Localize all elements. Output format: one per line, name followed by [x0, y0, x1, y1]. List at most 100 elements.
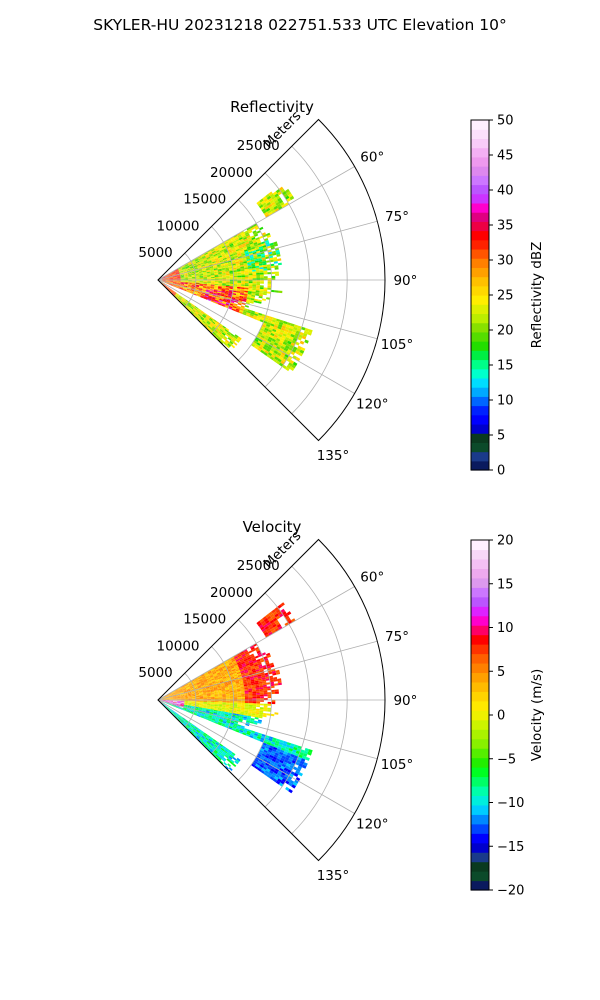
field-cell: [202, 689, 207, 692]
colorbar-swatch: [471, 221, 489, 232]
field-cell: [224, 305, 229, 309]
field-cell: [191, 283, 196, 284]
field-cell: [249, 653, 254, 657]
field-cell: [248, 650, 253, 654]
field-cell: [239, 714, 244, 717]
field-cell: [248, 283, 253, 285]
field-cell: [226, 255, 230, 258]
field-cell: [269, 257, 274, 261]
field-cell: [188, 682, 192, 685]
field-cell: [165, 276, 169, 278]
field-cell: [254, 678, 259, 682]
field-cell: [232, 268, 237, 271]
field-cell: [226, 299, 231, 303]
field-cell: [185, 725, 189, 729]
field-cell: [233, 285, 238, 287]
field-cell: [191, 285, 196, 288]
field-cell: [194, 708, 199, 711]
field-cell: [228, 251, 233, 255]
field-cell: [195, 705, 200, 707]
field-cell: [224, 251, 229, 255]
field-cell: [161, 278, 166, 280]
field-cell: [196, 263, 201, 266]
field-cell: [203, 259, 208, 262]
field-cell: [242, 235, 247, 239]
field-cell: [277, 258, 282, 262]
field-cell: [226, 658, 231, 662]
field-cell: [243, 293, 248, 296]
field-cell: [253, 760, 258, 764]
field-cell: [210, 708, 215, 710]
field-cell: [263, 618, 269, 623]
field-cell: [194, 258, 199, 262]
field-cell: [290, 333, 295, 338]
field-cell: [165, 281, 170, 283]
field-cell: [221, 687, 226, 689]
field-cell: [232, 251, 237, 255]
field-cell: [276, 671, 281, 675]
field-cell: [196, 315, 201, 319]
field-cell: [229, 754, 234, 759]
field-cell: [245, 696, 249, 699]
field-cell: [195, 276, 200, 278]
field-cell: [207, 320, 211, 324]
field-cell: [203, 313, 207, 317]
field-cell: [264, 737, 269, 741]
field-cell: [184, 281, 189, 283]
field-cell: [169, 282, 173, 284]
field-cell: [264, 350, 270, 354]
field-cell: [275, 271, 279, 274]
field-cell: [225, 288, 230, 290]
field-cell: [202, 256, 206, 260]
field-cell: [214, 301, 218, 305]
field-cell: [260, 762, 265, 767]
colorbar-swatch: [471, 387, 489, 397]
field-cell: [212, 740, 217, 744]
field-cell: [196, 682, 201, 685]
field-cell: [184, 701, 189, 703]
field-cell: [223, 298, 228, 301]
field-cell: [264, 674, 269, 678]
field-cell: [270, 263, 275, 267]
field-cell: [290, 743, 295, 747]
field-cell: [240, 287, 245, 290]
field-cell: [254, 260, 259, 263]
field-cell: [225, 290, 229, 293]
field-cell: [236, 684, 240, 687]
field-cell: [203, 681, 208, 684]
field-cell: [250, 655, 255, 659]
field-cell: [272, 611, 278, 616]
field-cell: [263, 204, 268, 209]
field-cell: [256, 650, 261, 654]
field-cell: [266, 713, 271, 716]
field-cell: [260, 276, 264, 279]
field-cell: [265, 207, 271, 212]
field-cell: [223, 259, 228, 262]
field-cell: [169, 289, 173, 293]
field-cell: [184, 301, 188, 305]
field-cell: [278, 356, 284, 361]
field-cell: [263, 692, 268, 695]
field-cell: [250, 732, 255, 735]
field-cell: [237, 674, 242, 678]
reflectivity-field: [160, 186, 313, 372]
field-cell: [231, 308, 236, 312]
field-cell: [265, 199, 270, 204]
field-cell: [217, 268, 222, 271]
field-cell: [235, 296, 240, 299]
field-cell: [197, 676, 202, 679]
field-cell: [202, 691, 207, 693]
field-cell: [231, 295, 236, 298]
field-cell: [258, 294, 263, 297]
field-cell: [172, 285, 176, 287]
field-cell: [248, 690, 253, 693]
field-cell: [273, 679, 278, 682]
field-cell: [225, 663, 230, 667]
field-cell: [245, 661, 250, 665]
field-cell: [190, 688, 195, 690]
field-cell: [164, 284, 168, 287]
field-cell: [193, 313, 197, 317]
field-cell: [184, 698, 189, 700]
field-cell: [176, 293, 180, 296]
field-cell: [274, 619, 279, 624]
